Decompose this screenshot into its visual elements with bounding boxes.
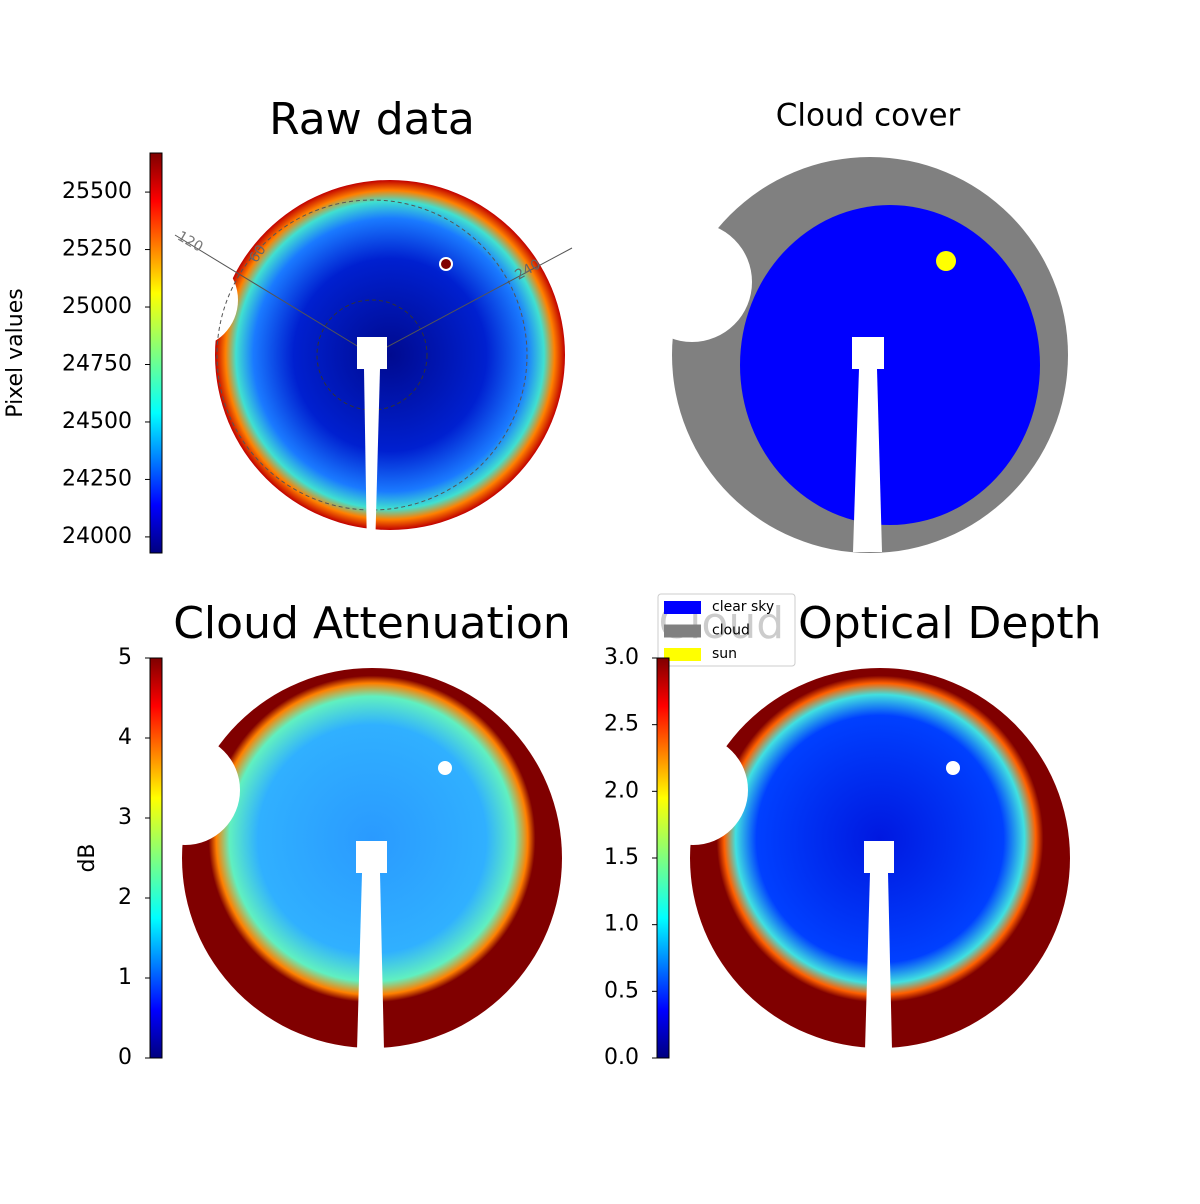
colorbar-tick-label: 0 [118, 1045, 132, 1070]
colorbar-tick-label: 0.5 [604, 978, 639, 1003]
legend-label: cloud [712, 623, 750, 639]
panel-title: Cloud Attenuation [173, 598, 571, 649]
colorbar-tick-label: 24500 [62, 409, 132, 434]
legend-swatch [664, 648, 701, 661]
legend-label: sun [712, 646, 737, 662]
colorbar-tick-label: 1.5 [604, 845, 639, 870]
legend: clear sky cloud sun [657, 593, 796, 667]
colorbar-tick-label: 25500 [62, 179, 132, 204]
attenuation-image [130, 668, 562, 1050]
colorbar-tick-label: 24000 [62, 524, 132, 549]
colorbar-tick-label: 25250 [62, 237, 132, 262]
colorbar-tick-label: 25000 [62, 294, 132, 319]
colorbar-tick-label: 1.0 [604, 912, 639, 937]
colorbar-tick-label: 2 [118, 885, 132, 910]
colorbar-tick-label: 24250 [62, 466, 132, 491]
colorbar-tick-label: 2.5 [604, 712, 639, 737]
raw-image [142, 180, 573, 552]
colorbar-tick-label: 1 [118, 965, 132, 990]
polar-label: 120 [174, 228, 205, 255]
colorbar-tick-label: 3.0 [604, 645, 639, 670]
colorbar [149, 657, 163, 1059]
legend-swatch [664, 601, 701, 614]
colorbar-label: Pixel values [3, 288, 28, 417]
panel-title: Raw data [269, 94, 475, 145]
colorbar-tick-label: 3 [118, 805, 132, 830]
colorbar [656, 657, 670, 1059]
cloud-cover-image [632, 157, 1068, 553]
legend-swatch [664, 624, 701, 638]
colorbar-label: dB [75, 843, 100, 872]
colorbar-tick-label: 5 [118, 645, 132, 670]
colorbar [149, 152, 163, 554]
colorbar-tick-label: 4 [118, 725, 132, 750]
optical-depth-image [638, 668, 1070, 1050]
legend-label: clear sky [712, 599, 774, 615]
panel-title: Cloud cover [776, 98, 961, 134]
colorbar-tick-label: 0.0 [604, 1045, 639, 1070]
colorbar-tick-label: 2.0 [604, 778, 639, 803]
colorbar-tick-label: 24750 [62, 351, 132, 376]
